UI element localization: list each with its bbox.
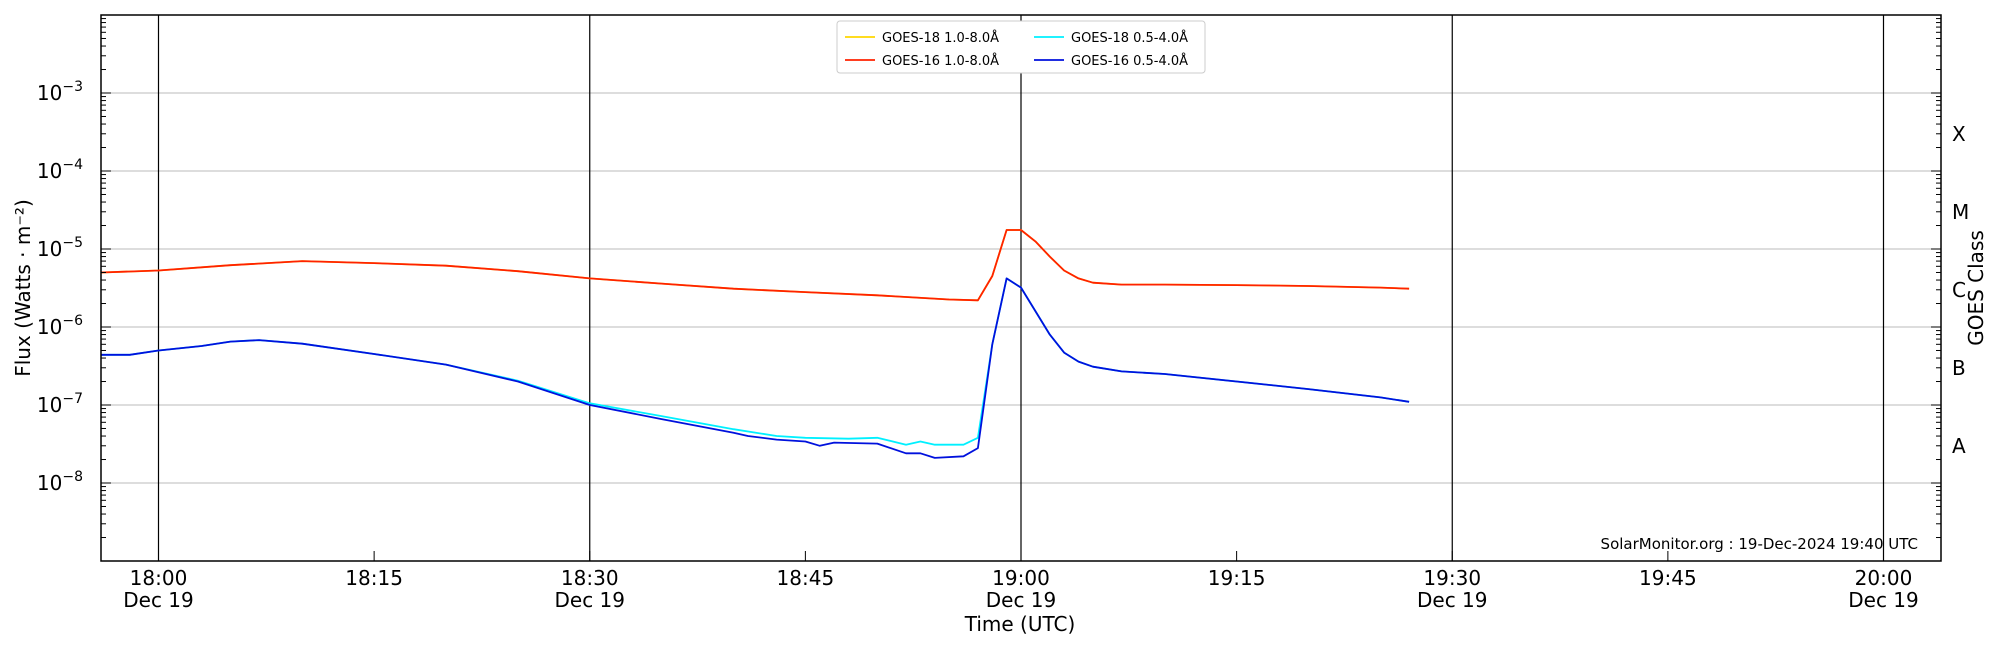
x-tick-date-label: Dec 19 bbox=[123, 588, 194, 612]
y2-axis-label: GOES Class bbox=[1964, 230, 1988, 346]
legend: GOES-18 1.0-8.0Å GOES-16 1.0-8.0Å GOES-18 … bbox=[836, 20, 1206, 74]
legend-box bbox=[836, 20, 1206, 74]
x-axis-label: Time (UTC) bbox=[964, 612, 1076, 636]
x-tick-date-label: Dec 19 bbox=[554, 588, 625, 612]
x-tick-label: 18:00 bbox=[130, 566, 188, 590]
x-tick-date-label: Dec 19 bbox=[1848, 588, 1919, 612]
plot-frame bbox=[100, 14, 1942, 562]
series-line-2 bbox=[100, 229, 1410, 302]
legend-label: GOES-16 0.5-4.0Å bbox=[1071, 53, 1188, 69]
series-line-4 bbox=[101, 277, 1410, 459]
goes-class-label: M bbox=[1952, 200, 1969, 224]
day-boundary-lines bbox=[157, 15, 1885, 561]
goes-class-labels: A B C M X bbox=[1952, 122, 1969, 458]
x-tick-label: 18:30 bbox=[561, 566, 619, 590]
x-tick-date-label: Dec 19 bbox=[986, 588, 1057, 612]
x-tick-label: 18:45 bbox=[777, 566, 835, 590]
axis-ticks bbox=[101, 18, 1941, 562]
legend-label: GOES-18 1.0-8.0Å bbox=[882, 30, 999, 46]
goes-class-label: B bbox=[1952, 356, 1966, 380]
y-tick-label: 10−8 bbox=[37, 469, 83, 495]
x-tick-label: 18:15 bbox=[345, 566, 403, 590]
goes-class-label: A bbox=[1952, 434, 1966, 458]
goes-class-label: X bbox=[1952, 122, 1966, 146]
x-tick-label: 19:30 bbox=[1423, 566, 1481, 590]
goes-class-label: C bbox=[1952, 278, 1966, 302]
y-axis-label: Flux (Watts · m⁻²) bbox=[11, 199, 35, 377]
x-tick-label: 19:15 bbox=[1208, 566, 1266, 590]
x-tick-label: 20:00 bbox=[1855, 566, 1913, 590]
x-tick-label: 19:45 bbox=[1639, 566, 1697, 590]
series-lines bbox=[100, 229, 1410, 459]
y-tick-label: 10−4 bbox=[37, 157, 83, 183]
legend-label: GOES-16 1.0-8.0Å bbox=[882, 53, 999, 69]
legend-label: GOES-18 0.5-4.0Å bbox=[1071, 30, 1188, 46]
credit-text: SolarMonitor.org : 19-Dec-2024 19:40 UTC bbox=[1601, 535, 1918, 553]
y-tick-labels: 10−810−710−610−510−410−3 bbox=[37, 79, 83, 495]
y-tick-label: 10−5 bbox=[37, 235, 83, 261]
x-tick-label: 19:00 bbox=[992, 566, 1050, 590]
x-tick-date-label: Dec 19 bbox=[1417, 588, 1488, 612]
